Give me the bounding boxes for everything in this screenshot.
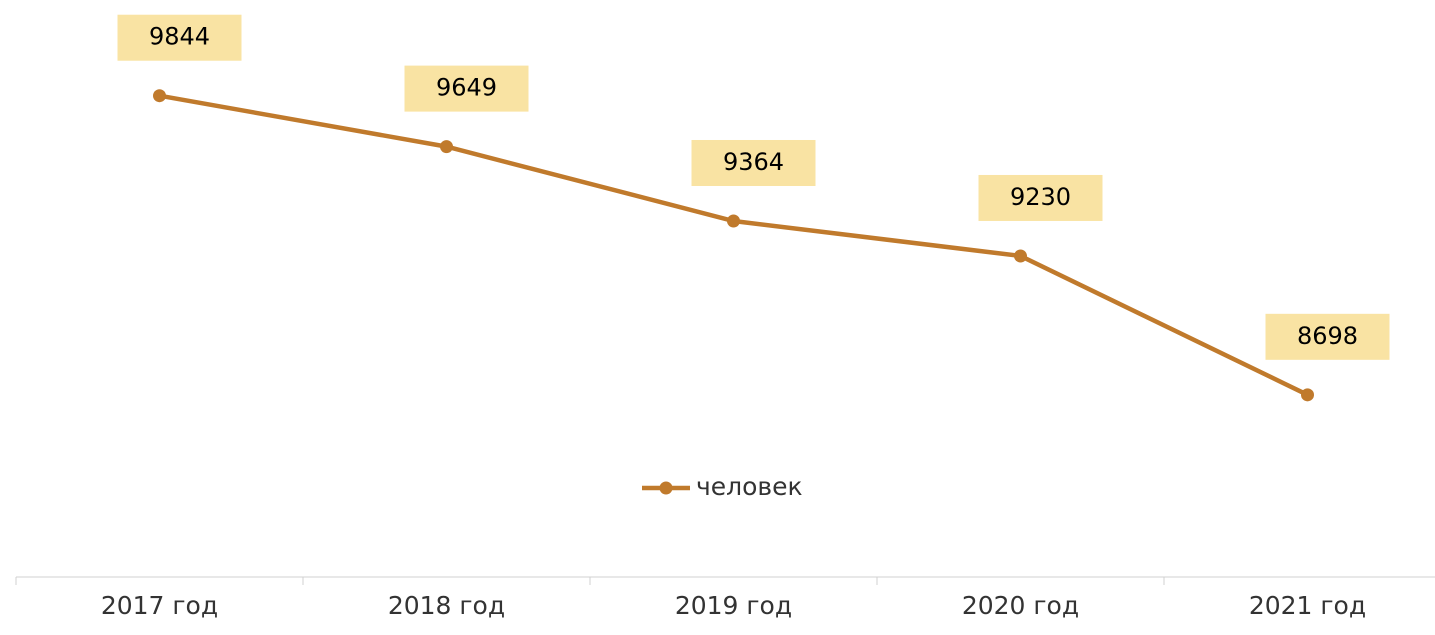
point <box>153 89 166 103</box>
point <box>1301 388 1314 402</box>
data-label-box <box>117 14 242 61</box>
data-label-box <box>1265 313 1390 360</box>
point <box>440 140 453 154</box>
legend-marker <box>659 481 673 495</box>
legend-label: человек <box>696 472 803 501</box>
data-label-box <box>691 139 816 186</box>
data-label: 9230 <box>1010 183 1071 211</box>
x-tick-label: 2018 год <box>388 591 505 620</box>
x-tick-label: 2020 год <box>962 591 1079 620</box>
data-label-box <box>404 65 529 112</box>
x-tick-label: 2019 год <box>675 591 792 620</box>
data-label: 8698 <box>1297 322 1358 350</box>
data-label: 9844 <box>149 23 210 51</box>
point <box>727 214 740 228</box>
x-tick-label: 2021 год <box>1249 591 1366 620</box>
data-label: 9364 <box>723 148 784 176</box>
x-tick-label: 2017 год <box>101 591 218 620</box>
point <box>1014 249 1027 263</box>
data-label-box <box>978 174 1103 221</box>
data-label: 9649 <box>436 74 497 102</box>
